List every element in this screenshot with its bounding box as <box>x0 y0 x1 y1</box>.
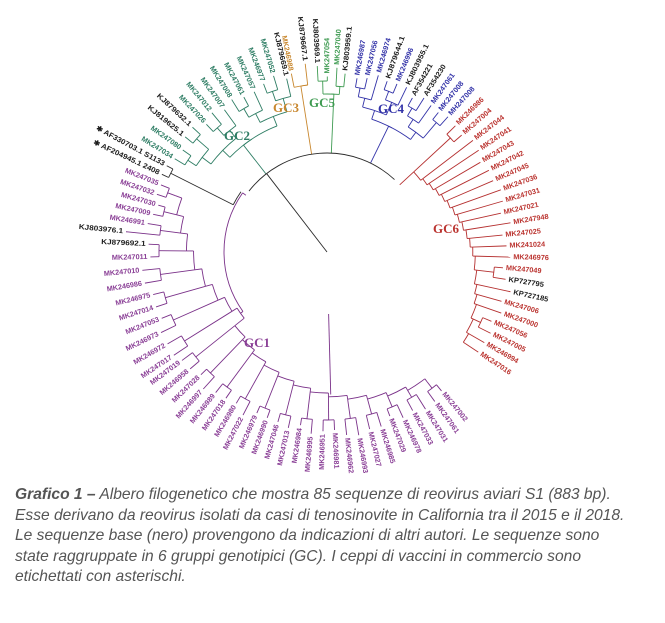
svg-text:GC3: GC3 <box>273 100 300 115</box>
svg-text:GC5: GC5 <box>309 95 336 110</box>
svg-text:MK247011: MK247011 <box>112 252 148 262</box>
svg-text:MK246986: MK246986 <box>106 279 143 294</box>
svg-text:KJ879667.1: KJ879667.1 <box>296 16 310 61</box>
svg-text:MK246951: MK246951 <box>317 434 327 470</box>
svg-text:MK247025: MK247025 <box>505 226 541 238</box>
svg-text:MK246993: MK246993 <box>355 437 370 474</box>
svg-text:KP727795: KP727795 <box>508 275 545 289</box>
svg-text:MK247010: MK247010 <box>103 265 139 277</box>
svg-text:MK247049: MK247049 <box>506 263 542 275</box>
svg-text:GC6: GC6 <box>433 221 460 236</box>
svg-text:MK247054: MK247054 <box>322 38 331 74</box>
svg-text:KJ803969.1: KJ803969.1 <box>311 18 322 63</box>
svg-text:MK247040: MK247040 <box>332 29 343 65</box>
svg-text:KJ803976.1: KJ803976.1 <box>78 222 123 235</box>
svg-text:MK246976: MK246976 <box>513 252 549 262</box>
svg-text:MK246962: MK246962 <box>343 437 356 473</box>
svg-text:GC1: GC1 <box>244 335 270 350</box>
svg-text:MK246984: MK246984 <box>290 427 304 464</box>
svg-text:MK246995: MK246995 <box>303 436 315 472</box>
svg-text:MK246981: MK246981 <box>331 433 341 469</box>
svg-text:GC4: GC4 <box>378 101 405 116</box>
svg-text:KJ879692.1: KJ879692.1 <box>101 237 146 248</box>
svg-text:MK241024: MK241024 <box>509 239 545 249</box>
svg-text:MK247948: MK247948 <box>513 212 550 226</box>
svg-text:KJ803959.1: KJ803959.1 <box>340 26 353 71</box>
svg-text:GC2: GC2 <box>224 128 250 143</box>
